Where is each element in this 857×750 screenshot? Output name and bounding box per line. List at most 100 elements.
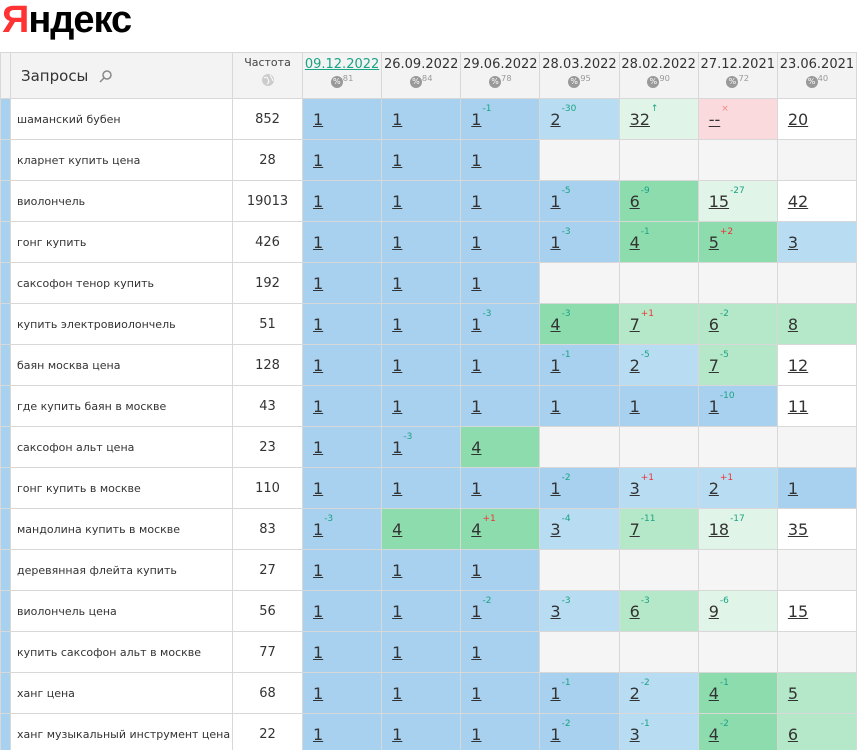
position[interactable]: 1 bbox=[550, 232, 561, 252]
percent-icon: % bbox=[409, 76, 422, 89]
position[interactable]: 1 bbox=[471, 273, 482, 293]
position[interactable]: 2 bbox=[550, 109, 561, 129]
position[interactable]: 1 bbox=[550, 396, 561, 416]
percent: % 40 bbox=[778, 72, 855, 89]
position[interactable]: 1 bbox=[313, 642, 324, 662]
position[interactable]: 1 bbox=[471, 724, 482, 744]
frequency-header[interactable]: Частота bbox=[232, 52, 303, 99]
position[interactable]: 5 bbox=[708, 232, 719, 252]
position[interactable]: 1 bbox=[392, 232, 403, 252]
position[interactable]: -- bbox=[708, 109, 721, 129]
position[interactable]: 6 bbox=[787, 724, 799, 744]
position[interactable]: 1 bbox=[629, 396, 640, 416]
position[interactable]: 4 bbox=[392, 519, 403, 539]
position[interactable]: 4 bbox=[471, 437, 482, 457]
position[interactable]: 1 bbox=[550, 478, 561, 498]
position[interactable]: 1 bbox=[392, 150, 403, 170]
position[interactable]: 12 bbox=[787, 355, 809, 375]
position[interactable]: 1 bbox=[471, 355, 482, 375]
position[interactable]: 1 bbox=[313, 191, 324, 211]
query: где купить баян в москве bbox=[10, 385, 233, 427]
position[interactable]: 9 bbox=[708, 601, 719, 621]
position[interactable]: 1 bbox=[550, 355, 561, 375]
position[interactable]: 1 bbox=[471, 683, 482, 703]
position[interactable]: 1 bbox=[313, 683, 324, 703]
position[interactable]: 1 bbox=[471, 314, 482, 334]
position[interactable]: 1 bbox=[471, 601, 482, 621]
position[interactable]: 1 bbox=[392, 560, 403, 580]
position[interactable]: 3 bbox=[629, 724, 640, 744]
position[interactable]: 20 bbox=[787, 109, 809, 129]
position[interactable]: 1 bbox=[392, 478, 403, 498]
position[interactable]: 35 bbox=[787, 519, 809, 539]
date[interactable]: 09.12.2022 bbox=[304, 57, 380, 72]
position[interactable]: 1 bbox=[550, 724, 561, 744]
position[interactable]: 1 bbox=[471, 109, 482, 129]
position[interactable]: 42 bbox=[787, 191, 809, 211]
position[interactable]: 1 bbox=[313, 519, 324, 539]
position[interactable]: 1 bbox=[471, 396, 482, 416]
position[interactable]: 8 bbox=[787, 314, 799, 334]
position[interactable]: 4 bbox=[708, 724, 719, 744]
position[interactable]: 2 bbox=[629, 355, 640, 375]
position[interactable]: 11 bbox=[787, 396, 809, 416]
position[interactable]: 1 bbox=[550, 191, 561, 211]
position[interactable]: 7 bbox=[629, 519, 640, 539]
position[interactable]: 15 bbox=[787, 601, 809, 621]
position[interactable]: 1 bbox=[550, 683, 561, 703]
position[interactable]: 1 bbox=[392, 314, 403, 334]
position[interactable]: 1 bbox=[313, 560, 324, 580]
position[interactable]: 4 bbox=[708, 683, 719, 703]
position[interactable]: 1 bbox=[787, 478, 799, 498]
position[interactable]: 5 bbox=[787, 683, 799, 703]
position[interactable]: 6 bbox=[708, 314, 719, 334]
query-header[interactable]: Запросы bbox=[10, 52, 233, 99]
position[interactable]: 4 bbox=[471, 519, 482, 539]
search-icon[interactable] bbox=[99, 69, 113, 83]
position[interactable]: 6 bbox=[629, 601, 640, 621]
position[interactable]: 1 bbox=[392, 273, 403, 293]
position[interactable]: 1 bbox=[471, 642, 482, 662]
position[interactable]: 1 bbox=[392, 724, 403, 744]
position[interactable]: 7 bbox=[708, 355, 719, 375]
position[interactable]: 1 bbox=[392, 191, 403, 211]
position[interactable]: 32 bbox=[629, 109, 650, 129]
position[interactable]: 1 bbox=[313, 396, 324, 416]
position[interactable]: 1 bbox=[471, 150, 482, 170]
position[interactable]: 4 bbox=[550, 314, 561, 334]
position[interactable]: 1 bbox=[392, 396, 403, 416]
position[interactable]: 1 bbox=[471, 478, 482, 498]
position[interactable]: 1 bbox=[313, 273, 324, 293]
position[interactable]: 1 bbox=[313, 150, 324, 170]
position[interactable]: 6 bbox=[629, 191, 640, 211]
position[interactable]: 1 bbox=[313, 314, 324, 334]
position[interactable]: 15 bbox=[708, 191, 730, 211]
position[interactable]: 1 bbox=[313, 601, 324, 621]
position[interactable]: 1 bbox=[392, 355, 403, 375]
position[interactable]: 1 bbox=[392, 109, 403, 129]
position[interactable]: 3 bbox=[550, 601, 561, 621]
position[interactable]: 4 bbox=[629, 232, 640, 252]
position[interactable]: 3 bbox=[550, 519, 561, 539]
position[interactable]: 1 bbox=[708, 396, 719, 416]
position[interactable]: 2 bbox=[629, 683, 640, 703]
position[interactable]: 1 bbox=[471, 191, 482, 211]
position[interactable]: 1 bbox=[313, 109, 324, 129]
position[interactable]: 1 bbox=[392, 601, 403, 621]
position[interactable]: 1 bbox=[471, 560, 482, 580]
position[interactable]: 3 bbox=[787, 232, 799, 252]
position[interactable]: 1 bbox=[313, 724, 324, 744]
position-cell: 1 bbox=[776, 467, 857, 509]
position[interactable]: 2 bbox=[708, 478, 719, 498]
position[interactable]: 3 bbox=[629, 478, 640, 498]
position[interactable]: 1 bbox=[313, 478, 324, 498]
position[interactable]: 1 bbox=[392, 642, 403, 662]
position[interactable]: 1 bbox=[471, 232, 482, 252]
position[interactable]: 1 bbox=[313, 437, 324, 457]
position[interactable]: 18 bbox=[708, 519, 730, 539]
position[interactable]: 1 bbox=[313, 355, 324, 375]
position[interactable]: 7 bbox=[629, 314, 640, 334]
position[interactable]: 1 bbox=[313, 232, 324, 252]
position[interactable]: 1 bbox=[392, 437, 403, 457]
position[interactable]: 1 bbox=[392, 683, 403, 703]
